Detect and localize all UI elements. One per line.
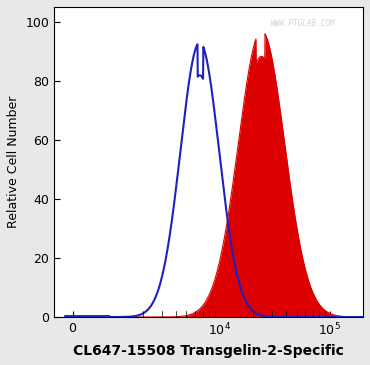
X-axis label: CL647-15508 Transgelin-2-Specific: CL647-15508 Transgelin-2-Specific: [73, 344, 344, 358]
Y-axis label: Relative Cell Number: Relative Cell Number: [7, 96, 20, 228]
Text: WWW.PTGLAB.COM: WWW.PTGLAB.COM: [270, 19, 335, 28]
